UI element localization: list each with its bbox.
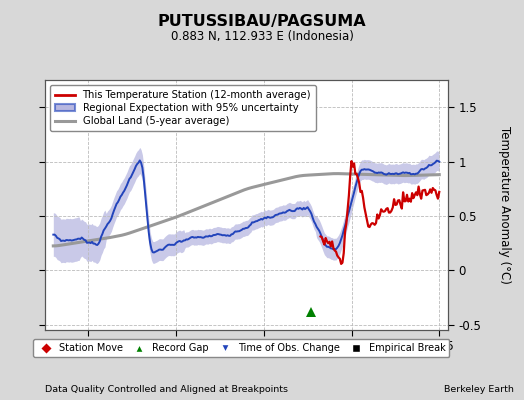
- Text: 0.883 N, 112.933 E (Indonesia): 0.883 N, 112.933 E (Indonesia): [171, 30, 353, 43]
- Legend: This Temperature Station (12-month average), Regional Expectation with 95% uncer: This Temperature Station (12-month avera…: [50, 85, 316, 131]
- Y-axis label: Temperature Anomaly (°C): Temperature Anomaly (°C): [498, 126, 511, 284]
- Text: PUTUSSIBAU/PAGSUMA: PUTUSSIBAU/PAGSUMA: [158, 14, 366, 29]
- Text: Data Quality Controlled and Aligned at Breakpoints: Data Quality Controlled and Aligned at B…: [45, 385, 288, 394]
- Text: Berkeley Earth: Berkeley Earth: [444, 385, 514, 394]
- Legend: Station Move, Record Gap, Time of Obs. Change, Empirical Break: Station Move, Record Gap, Time of Obs. C…: [32, 339, 450, 357]
